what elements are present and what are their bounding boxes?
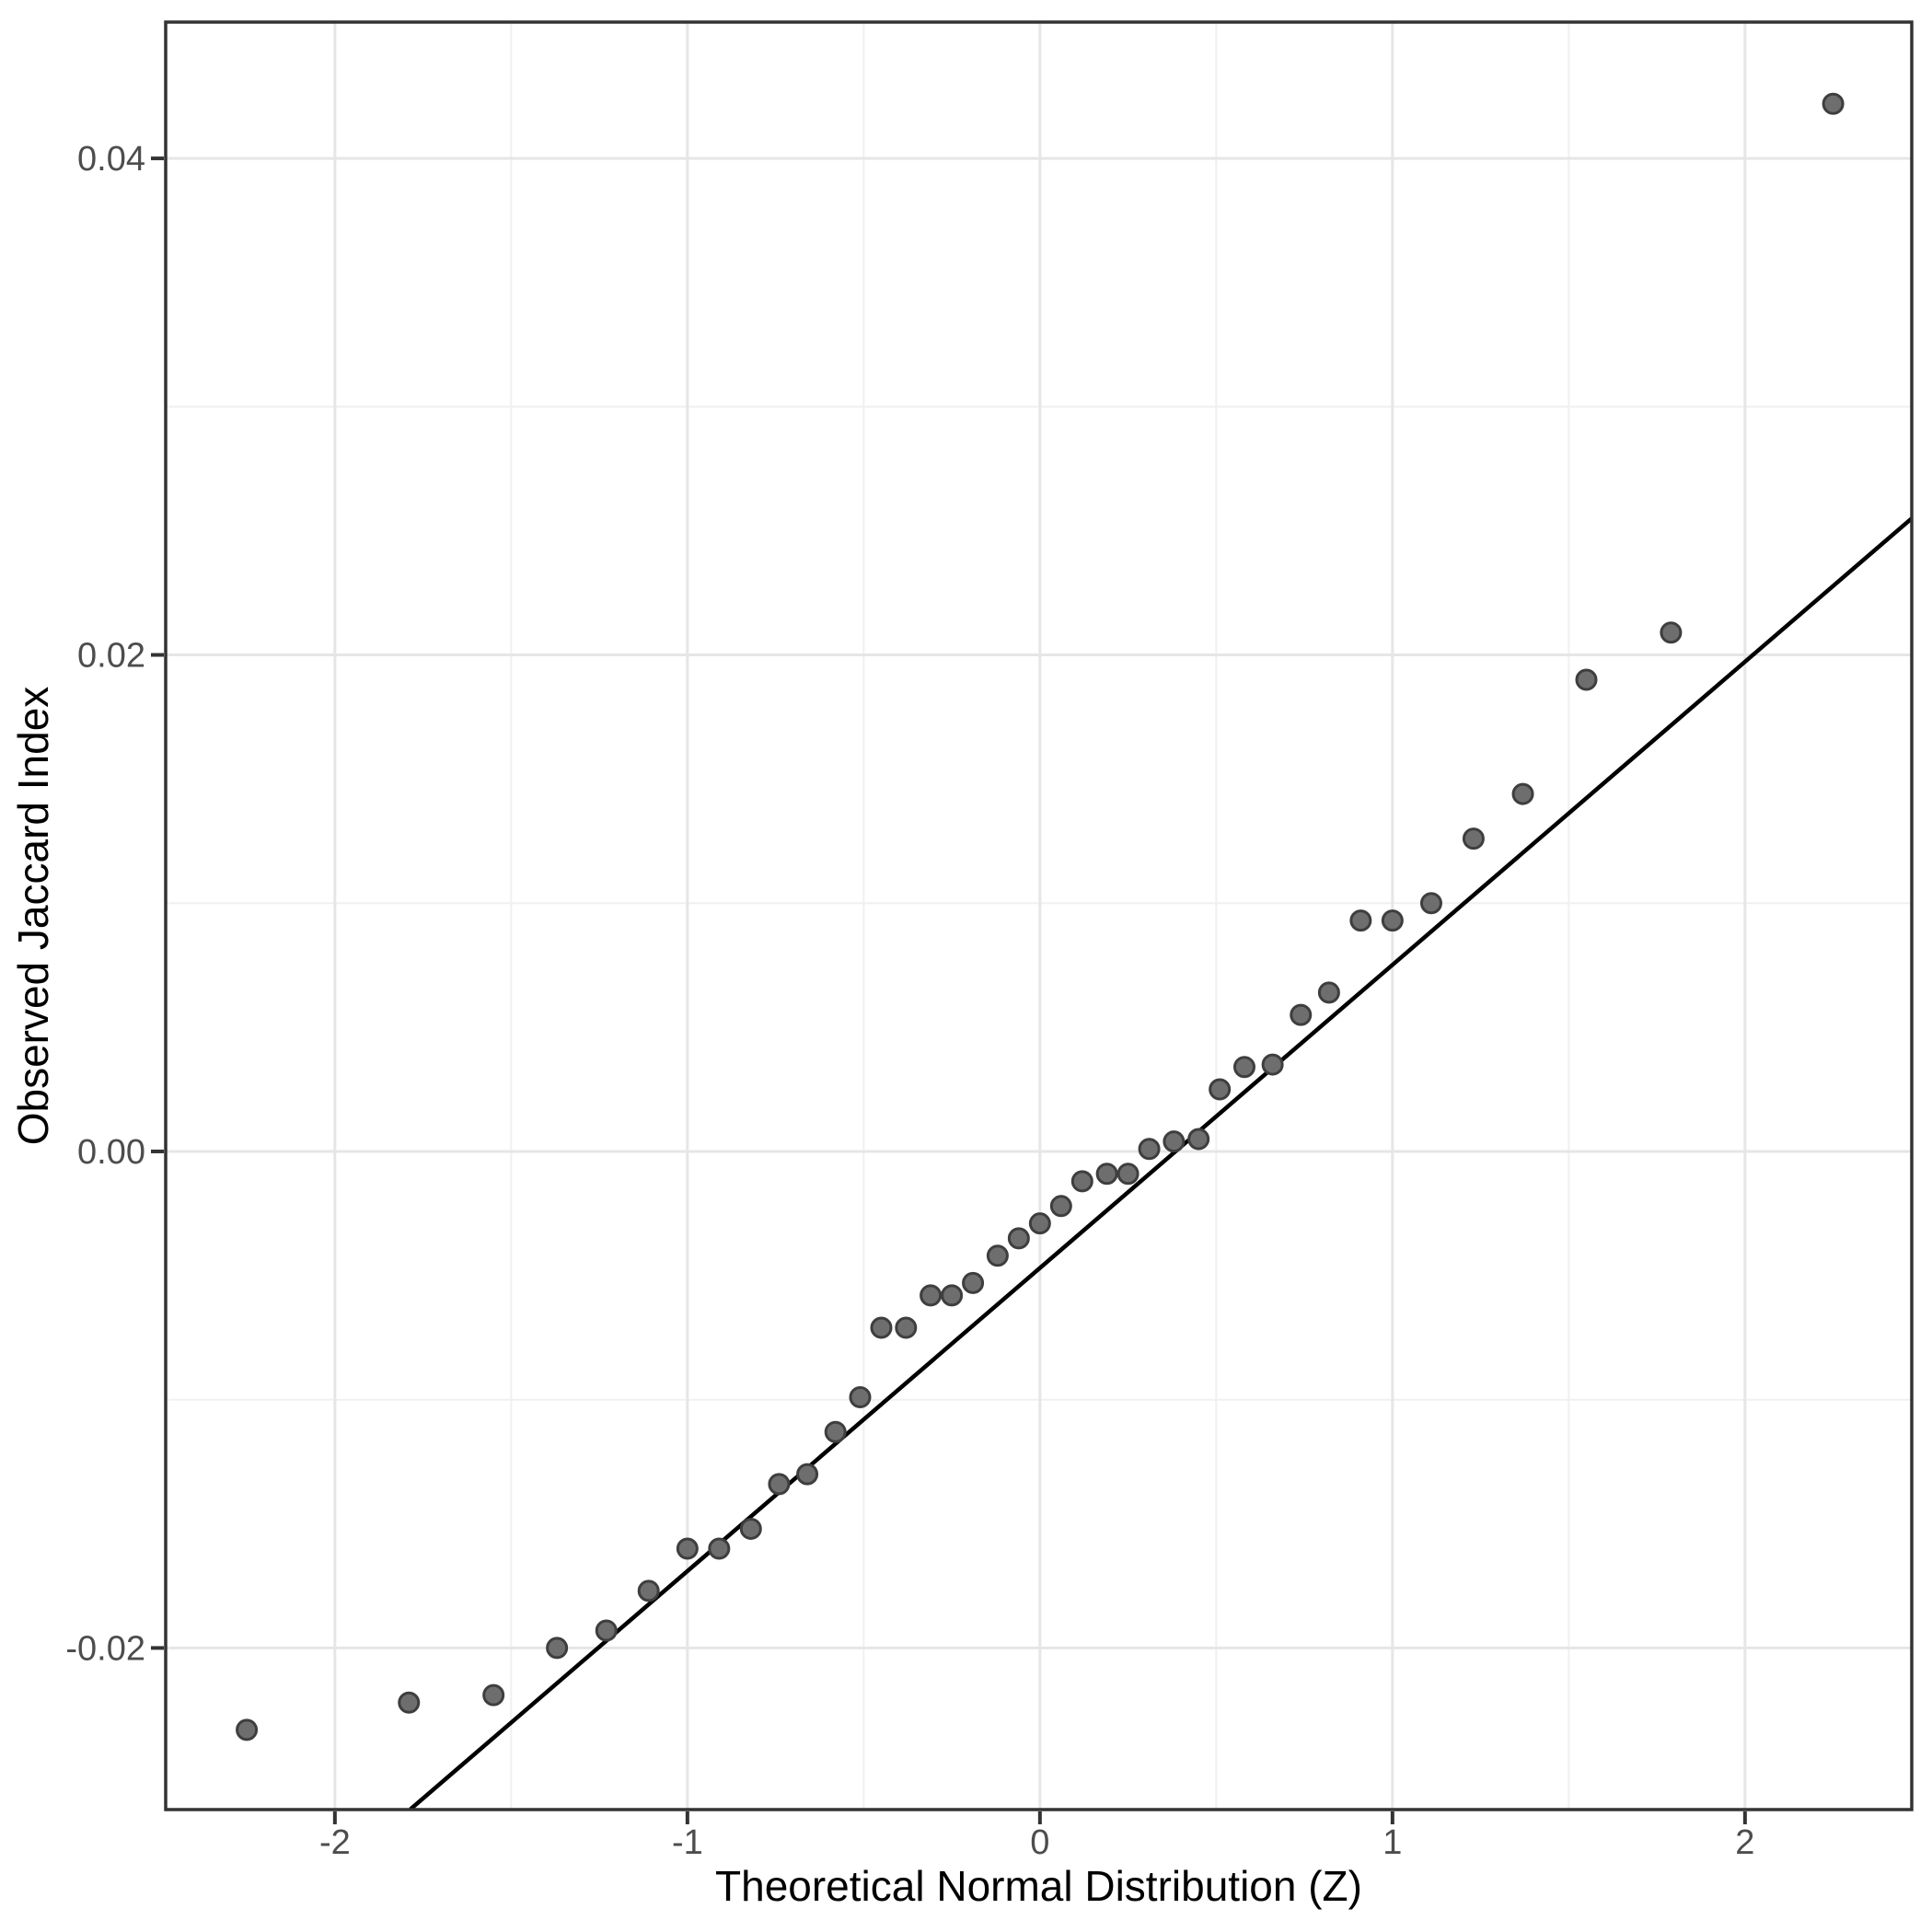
data-point bbox=[1049, 1195, 1072, 1218]
data-point bbox=[870, 1316, 893, 1339]
y-tick-label: 0.04 bbox=[77, 140, 145, 179]
data-point bbox=[849, 1385, 872, 1408]
data-point bbox=[1822, 92, 1845, 115]
data-point bbox=[824, 1420, 847, 1443]
data-point bbox=[398, 1691, 421, 1714]
data-point bbox=[1462, 827, 1485, 850]
data-point bbox=[1007, 1227, 1030, 1250]
data-point bbox=[920, 1284, 943, 1307]
data-point bbox=[1095, 1163, 1118, 1186]
data-point bbox=[1419, 892, 1442, 915]
data-point bbox=[1511, 782, 1534, 805]
data-point bbox=[236, 1718, 259, 1741]
y-tick-label: -0.02 bbox=[65, 1629, 145, 1668]
data-point bbox=[986, 1244, 1009, 1267]
data-point bbox=[482, 1683, 505, 1706]
data-point bbox=[1209, 1078, 1232, 1101]
data-point bbox=[1232, 1056, 1255, 1079]
data-point bbox=[941, 1284, 964, 1307]
data-point bbox=[1575, 668, 1598, 691]
data-point bbox=[1070, 1170, 1093, 1193]
data-point bbox=[739, 1517, 762, 1540]
data-point bbox=[1349, 909, 1372, 932]
x-axis-title: Theoretical Normal Distribution (Z) bbox=[715, 1862, 1362, 1910]
panel-border bbox=[164, 20, 1914, 1811]
data-point bbox=[962, 1271, 985, 1294]
x-tick-label: 2 bbox=[1735, 1823, 1754, 1862]
data-point bbox=[1187, 1128, 1210, 1151]
data-point bbox=[768, 1473, 791, 1496]
reference-line bbox=[409, 516, 1912, 1810]
data-point bbox=[676, 1537, 699, 1560]
data-point bbox=[1028, 1212, 1051, 1235]
x-tick-label: -1 bbox=[672, 1823, 703, 1862]
data-point bbox=[637, 1579, 660, 1602]
data-point bbox=[1660, 621, 1683, 644]
data-point bbox=[546, 1637, 569, 1660]
data-point bbox=[708, 1537, 731, 1560]
y-tick-label: 0.00 bbox=[77, 1133, 145, 1172]
x-tick-label: 1 bbox=[1382, 1823, 1402, 1862]
data-point bbox=[1317, 981, 1340, 1004]
y-tick-label: 0.02 bbox=[77, 637, 145, 676]
data-point bbox=[1261, 1053, 1284, 1076]
data-point bbox=[796, 1463, 819, 1486]
y-axis-title: Observed Jaccard Index bbox=[9, 686, 57, 1146]
data-point bbox=[1381, 909, 1404, 932]
data-point bbox=[1138, 1138, 1161, 1161]
x-tick-label: -2 bbox=[319, 1823, 351, 1862]
x-tick-label: 0 bbox=[1030, 1823, 1049, 1862]
data-point bbox=[1163, 1130, 1186, 1153]
data-point bbox=[1290, 1003, 1313, 1026]
data-point bbox=[895, 1316, 918, 1339]
data-point bbox=[1116, 1163, 1140, 1186]
data-point bbox=[595, 1619, 618, 1642]
